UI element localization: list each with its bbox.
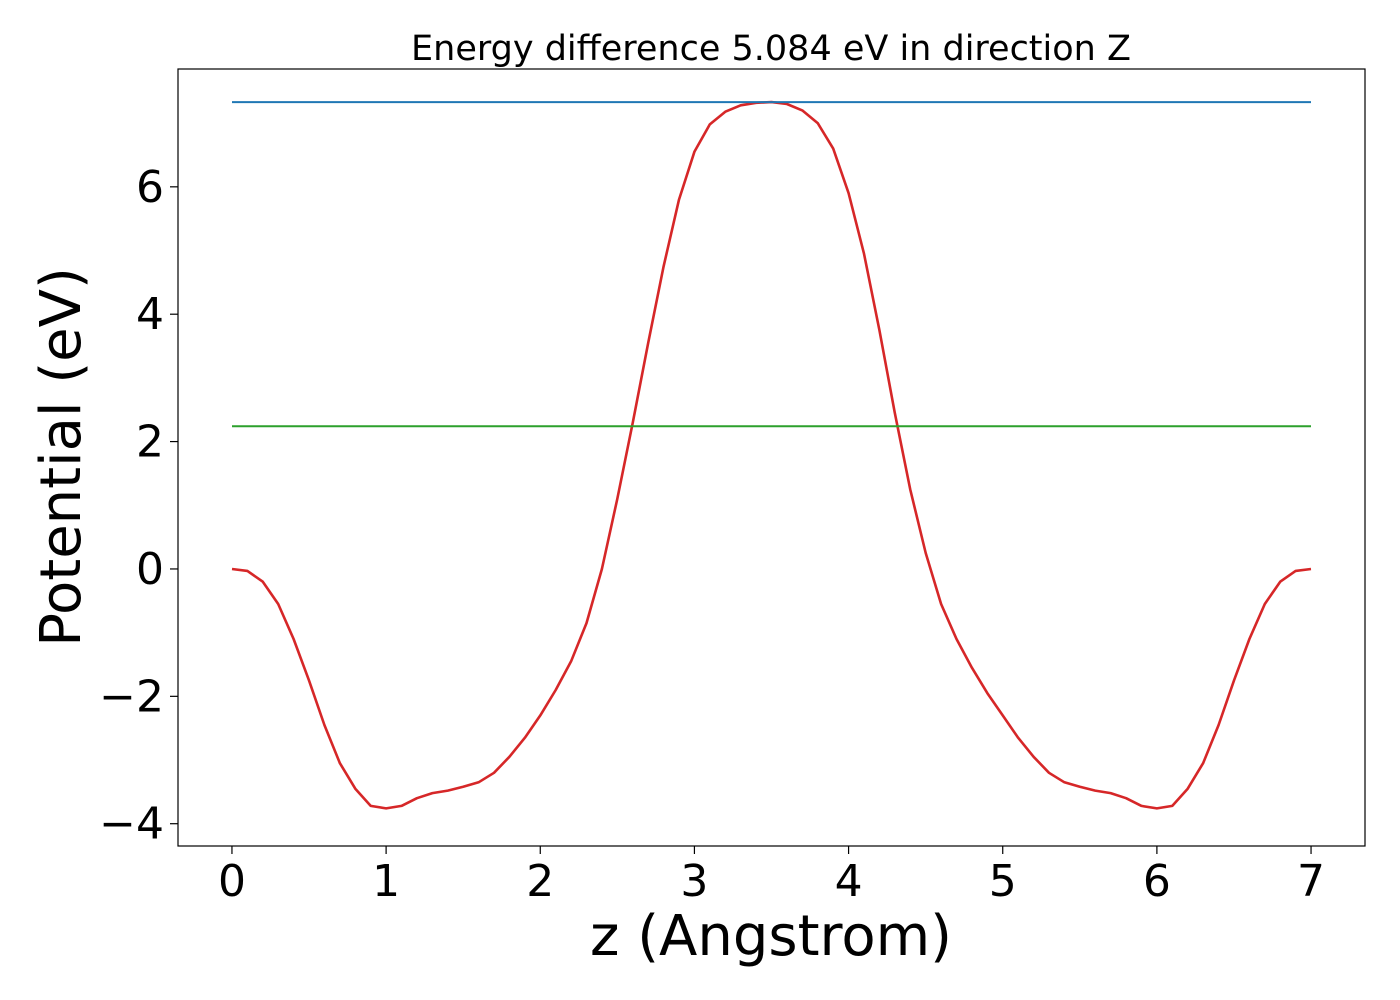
x-axis-label: z (Angstrom) — [590, 904, 952, 969]
x-tick-label: 0 — [218, 856, 246, 907]
x-tick-label: 7 — [1297, 856, 1325, 907]
y-tick-label: 6 — [136, 162, 164, 213]
x-tick-label: 6 — [1143, 856, 1171, 907]
x-tick-label: 5 — [989, 856, 1017, 907]
y-axis-ticks: −4 −2 0 2 4 6 — [99, 162, 178, 850]
y-tick-label: 2 — [136, 417, 164, 468]
series-layer — [231, 100, 1312, 810]
x-tick-label: 2 — [526, 856, 554, 907]
x-tick-label: 3 — [680, 856, 708, 907]
y-tick-label: 4 — [136, 289, 164, 340]
plot-frame — [177, 68, 1366, 847]
y-tick-label: −2 — [99, 671, 164, 722]
y-tick-label: 0 — [136, 544, 164, 595]
x-tick-label: 1 — [372, 856, 400, 907]
x-tick-label: 4 — [835, 856, 863, 907]
y-axis-label: Potential (eV) — [29, 267, 94, 647]
chart-title: Energy difference 5.084 eV in direction … — [411, 29, 1131, 69]
series-line-1 — [231, 100, 1312, 810]
y-tick-label: −4 — [99, 799, 164, 850]
x-axis-ticks: 0 1 2 3 4 5 6 7 — [218, 846, 1325, 907]
